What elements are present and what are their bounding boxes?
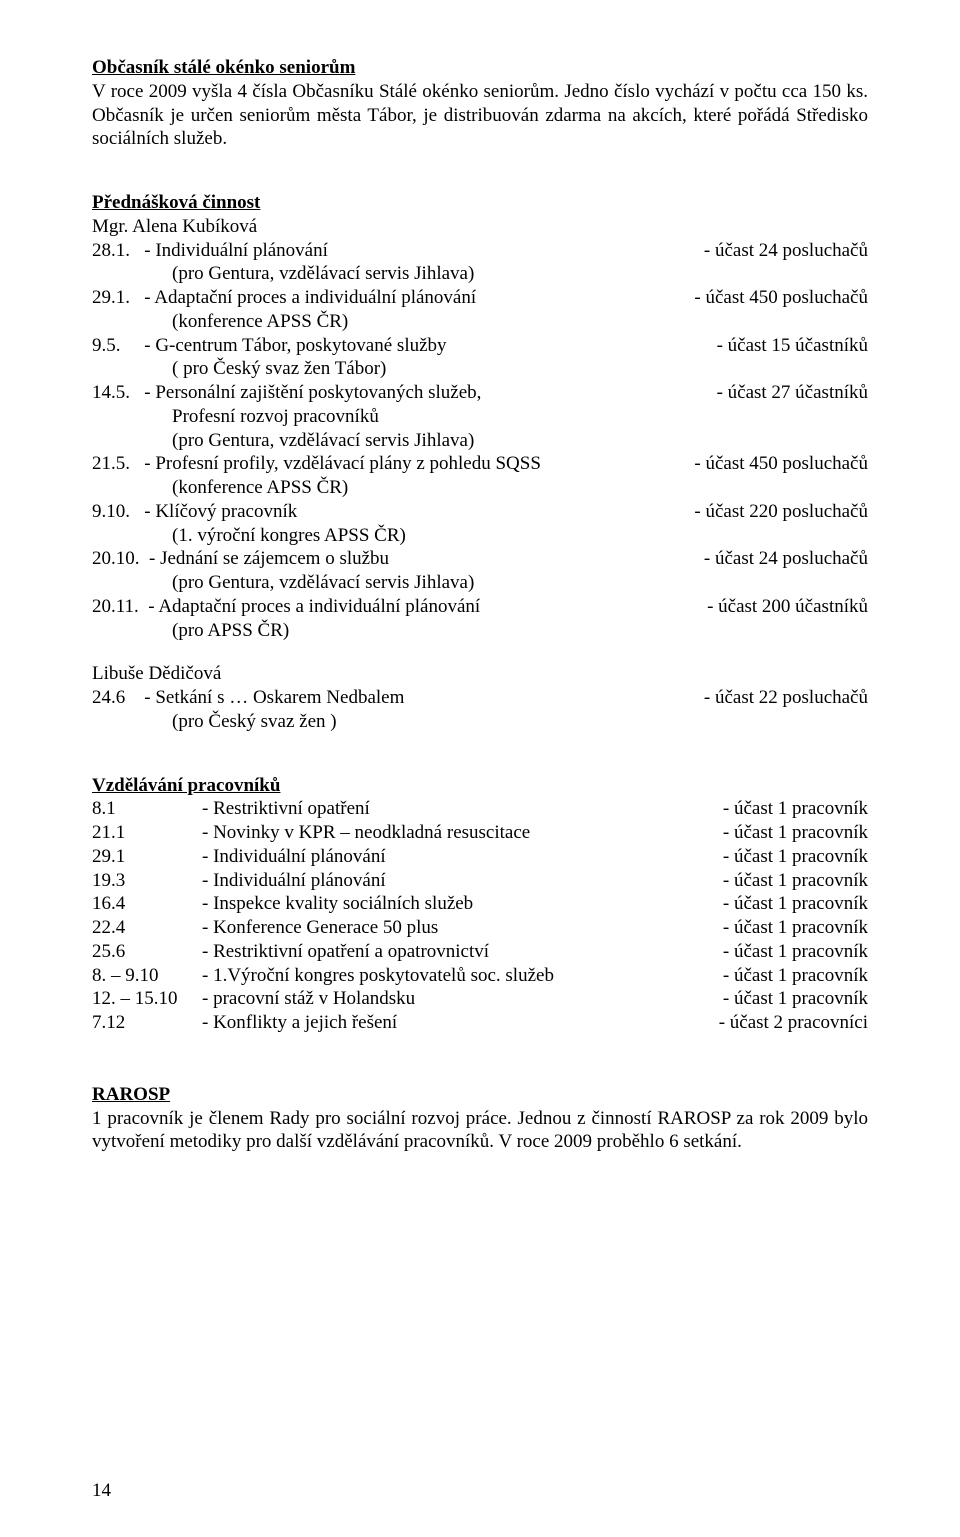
lecture-date: 28.1. [92,240,130,261]
lecture-sub: (1. výroční kongres APSS ČR) [92,524,868,548]
lecture-attendance: - účast 27 účastníků [717,381,868,405]
lecture-text: - G-centrum Tábor, poskytované služby [144,335,446,356]
training-date: 8. – 9.10 [92,964,202,988]
lecture-row: 9.10. - Klíčový pracovník - účast 220 po… [92,500,868,524]
training-attendance: - účast 1 pracovník [723,797,868,821]
training-attendance: - účast 1 pracovník [723,916,868,940]
training-row: 29.1 - Individuální plánování - účast 1 … [92,845,868,869]
lectures-title: Přednášková činnost [92,191,868,215]
page-number: 14 [92,1479,111,1503]
training-attendance: - účast 1 pracovník [723,821,868,845]
lecture-text: - Adaptační proces a individuální plánov… [144,287,476,308]
training-attendance: - účast 1 pracovník [723,845,868,869]
presenter-name: Mgr. Alena Kubíková [92,215,868,239]
training-date: 12. – 15.10 [92,987,202,1011]
lecture-row: 14.5. - Personální zajištění poskytovaný… [92,381,868,405]
lecture-date: 29.1. [92,287,130,308]
training-row: 7.12 - Konflikty a jejich řešení - účast… [92,1011,868,1035]
lecture-date: 14.5. [92,382,130,403]
lecture-attendance: - účast 24 posluchačů [704,239,868,263]
lecture-sub: (konference APSS ČR) [92,476,868,500]
training-text: - 1.Výroční kongres poskytovatelů soc. s… [202,964,723,988]
lecture-text: - Individuální plánování [144,240,328,261]
lecture-text: - Adaptační proces a individuální plánov… [148,596,480,617]
lecture-sub: (pro APSS ČR) [92,619,868,643]
training-date: 25.6 [92,940,202,964]
lecture-row: 29.1. - Adaptační proces a individuální … [92,286,868,310]
training-attendance: - účast 1 pracovník [723,964,868,988]
training-title: Vzdělávání pracovníků [92,774,868,798]
training-date: 22.4 [92,916,202,940]
training-row: 8.1 - Restriktivní opatření - účast 1 pr… [92,797,868,821]
lecture-attendance: - účast 220 posluchačů [694,500,868,524]
training-row: 25.6 - Restriktivní opatření a opatrovni… [92,940,868,964]
lecture-date: 9.5. [92,335,121,356]
lecture-sub: (konference APSS ČR) [92,310,868,334]
lecture-row: 24.6 - Setkání s … Oskarem Nedbalem - úč… [92,686,868,710]
training-date: 8.1 [92,797,202,821]
lecture-row: 9.5. - G-centrum Tábor, poskytované služ… [92,334,868,358]
training-attendance: - účast 1 pracovník [723,987,868,1011]
lecture-row: 28.1. - Individuální plánování - účast 2… [92,239,868,263]
lecture-attendance: - účast 450 posluchačů [694,452,868,476]
lecture-text: - Klíčový pracovník [144,501,297,522]
lecture-sub: Profesní rozvoj pracovníků [92,405,868,429]
training-date: 19.3 [92,869,202,893]
lecture-text: - Profesní profily, vzdělávací plány z p… [144,453,541,474]
training-row: 12. – 15.10 - pracovní stáž v Holandsku … [92,987,868,1011]
lecture-sub: (pro Český svaz žen ) [92,710,868,734]
training-row: 19.3 - Individuální plánování - účast 1 … [92,869,868,893]
training-attendance: - účast 1 pracovník [723,940,868,964]
section1-body: V roce 2009 vyšla 4 čísla Občasníku Stál… [92,80,868,151]
lecture-sub: ( pro Český svaz žen Tábor) [92,357,868,381]
training-text: - Restriktivní opatření [202,797,723,821]
lecture-attendance: - účast 24 posluchačů [704,547,868,571]
presenter-name: Libuše Dědičová [92,662,868,686]
training-date: 16.4 [92,892,202,916]
lecture-attendance: - účast 450 posluchačů [694,286,868,310]
lecture-date: 20.11. [92,596,139,617]
lecture-text: - Jednání se zájemcem o službu [149,548,389,569]
training-text: - Restriktivní opatření a opatrovnictví [202,940,723,964]
training-row: 8. – 9.10 - 1.Výroční kongres poskytovat… [92,964,868,988]
training-attendance: - účast 2 pracovníci [719,1011,868,1035]
lecture-sub: (pro Gentura, vzdělávací servis Jihlava) [92,571,868,595]
training-text: - Individuální plánování [202,845,723,869]
rarosp-body: 1 pracovník je členem Rady pro sociální … [92,1107,868,1155]
training-row: 16.4 - Inspekce kvality sociálních služe… [92,892,868,916]
section1-title: Občasník stálé okénko seniorům [92,56,868,80]
training-text: - Konflikty a jejich řešení [202,1011,719,1035]
training-row: 21.1 - Novinky v KPR – neodkladná resusc… [92,821,868,845]
lecture-date: 9.10. [92,501,130,522]
lecture-text: - Setkání s … Oskarem Nedbalem [144,687,404,708]
training-date: 21.1 [92,821,202,845]
training-row: 22.4 - Konference Generace 50 plus - úča… [92,916,868,940]
training-date: 7.12 [92,1011,202,1035]
lecture-date: 24.6 [92,687,125,708]
training-text: - Individuální plánování [202,869,723,893]
training-text: - Novinky v KPR – neodkladná resuscitace [202,821,723,845]
lecture-attendance: - účast 22 posluchačů [704,686,868,710]
rarosp-title: RAROSP [92,1083,868,1107]
training-text: - Inspekce kvality sociálních služeb [202,892,723,916]
training-attendance: - účast 1 pracovník [723,892,868,916]
lecture-attendance: - účast 200 účastníků [707,595,868,619]
lecture-row: 21.5. - Profesní profily, vzdělávací plá… [92,452,868,476]
lecture-row: 20.10. - Jednání se zájemcem o službu - … [92,547,868,571]
lecture-row: 20.11. - Adaptační proces a individuální… [92,595,868,619]
training-date: 29.1 [92,845,202,869]
lecture-date: 20.10. [92,548,140,569]
training-attendance: - účast 1 pracovník [723,869,868,893]
lecture-attendance: - účast 15 účastníků [717,334,868,358]
training-text: - pracovní stáž v Holandsku [202,987,723,1011]
lecture-text: - Personální zajištění poskytovaných slu… [144,382,481,403]
lecture-date: 21.5. [92,453,130,474]
lecture-sub2: (pro Gentura, vzdělávací servis Jihlava) [92,429,868,453]
training-text: - Konference Generace 50 plus [202,916,723,940]
lecture-sub: (pro Gentura, vzdělávací servis Jihlava) [92,262,868,286]
